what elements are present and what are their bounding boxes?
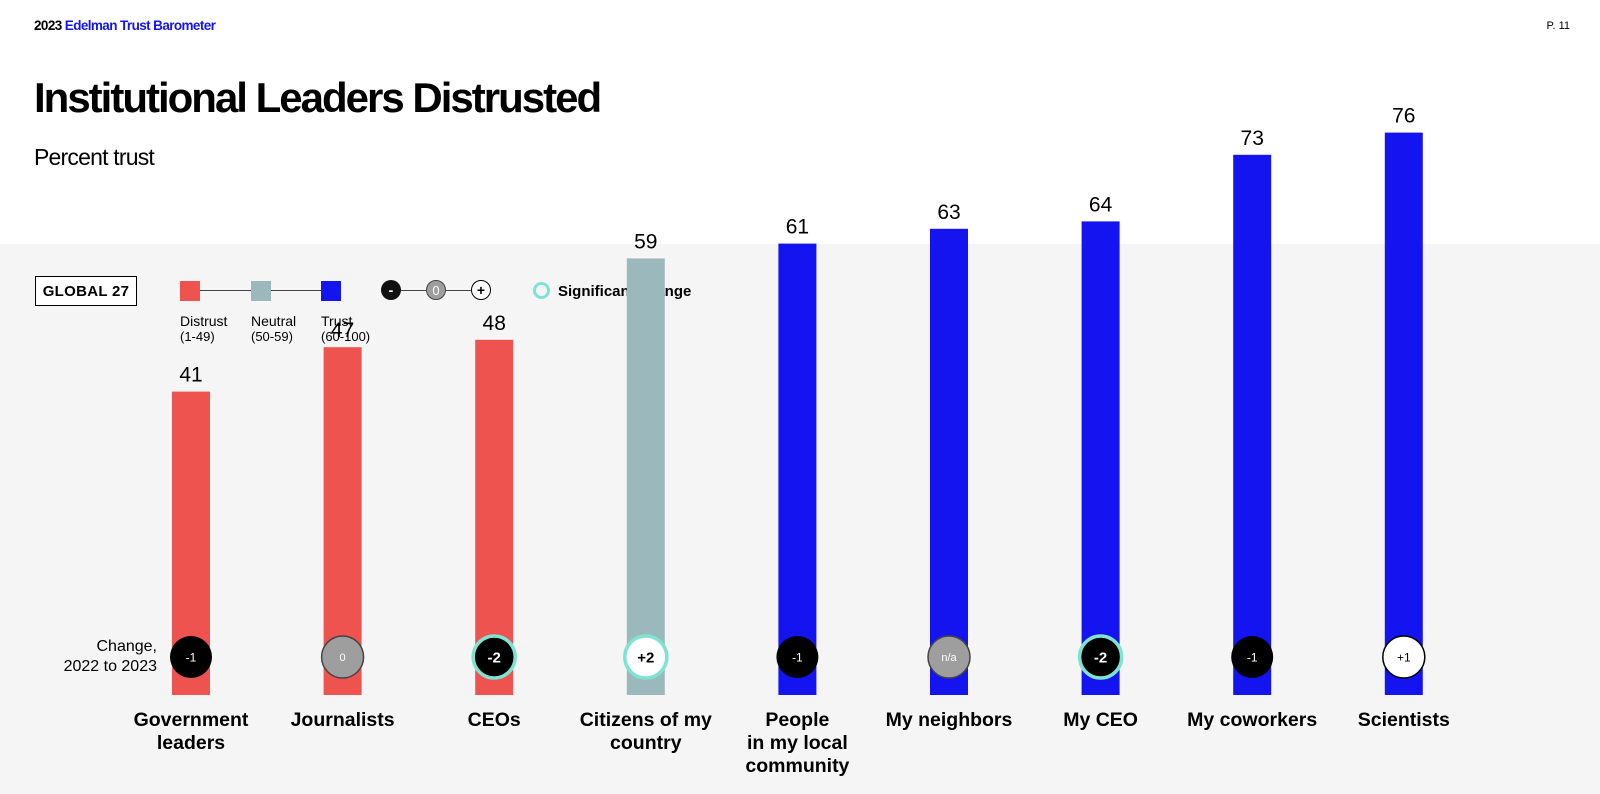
category-label: People in my local community — [745, 709, 849, 777]
change-badge-label: 0 — [340, 652, 346, 664]
brand-logo-text: 2023 Edelman Trust Barometer — [34, 18, 216, 33]
category-label: Scientists — [1358, 709, 1450, 731]
bar-value-label: 64 — [1089, 193, 1113, 216]
change-badge-label: -2 — [488, 649, 501, 666]
page-subtitle: Percent trust — [34, 144, 155, 170]
category-label: Citizens of my country — [580, 709, 712, 754]
category-label-line: People — [765, 709, 829, 731]
category-label: Government leaders — [134, 709, 249, 754]
change-badge-label: +2 — [637, 649, 654, 666]
change-row-label-line2: 2022 to 2023 — [63, 658, 157, 675]
category-label-line: Scientists — [1358, 709, 1450, 731]
bar-value-label: 48 — [483, 312, 506, 335]
bar — [626, 258, 665, 695]
legend-neutral-label: Neutral — [251, 313, 297, 329]
change-badge — [623, 634, 669, 680]
distrust-swatch — [180, 281, 200, 301]
category-label: My coworkers — [1187, 709, 1317, 731]
brand-year: 2023 — [34, 18, 62, 33]
category-label: My neighbors — [886, 709, 1013, 731]
change-badge-label: -1 — [1247, 650, 1258, 664]
legend-distrust-label: Distrust — [180, 313, 228, 329]
trust-swatch — [321, 281, 341, 301]
change-plus-icon: + — [471, 280, 491, 300]
category-label-line: country — [610, 732, 682, 754]
category-label-line: My coworkers — [1187, 709, 1317, 731]
change-badge — [776, 636, 819, 678]
legend-trust-label: Trust — [321, 313, 353, 329]
legend-neutral: Neutral (50-59) — [251, 313, 296, 345]
category-label-line: in my local — [747, 732, 848, 754]
page-number: P. 11 — [1546, 20, 1570, 32]
change-zero-icon: 0 — [426, 280, 446, 300]
brand-name: Edelman Trust Barometer — [64, 18, 216, 33]
significant-change-icon — [533, 282, 550, 299]
change-badge-label: -2 — [1094, 649, 1107, 666]
bar-value-label: 73 — [1241, 127, 1264, 150]
category-label: My CEO — [1063, 709, 1138, 731]
change-badge — [471, 634, 517, 680]
change-badge-label: -1 — [792, 650, 803, 664]
legend-trust-range: (60-100) — [321, 329, 371, 344]
category-label-line: Citizens of my — [580, 709, 712, 731]
bar-value-label: 61 — [786, 216, 809, 239]
change-badge — [927, 635, 971, 679]
bar-value-label: 47 — [331, 319, 354, 342]
change-row-label: Change, 2022 to 2023 — [40, 637, 157, 677]
change-row-label-line1: Change, — [96, 638, 158, 655]
bar — [1233, 154, 1272, 696]
change-badge — [320, 635, 365, 679]
category-label-line: My neighbors — [886, 709, 1013, 731]
neutral-swatch — [251, 281, 271, 301]
change-badge — [1231, 636, 1274, 678]
change-badge — [1077, 634, 1124, 680]
page-title: Institutional Leaders Distrusted — [34, 74, 602, 121]
legend-neutral-range: (50-59) — [251, 329, 293, 344]
change-minus-icon: - — [381, 280, 401, 300]
category-label-line: My CEO — [1063, 709, 1138, 731]
change-badge — [1382, 635, 1426, 679]
bar-value-label: 63 — [937, 201, 960, 224]
bar-value-label: 76 — [1392, 105, 1415, 128]
change-badge — [170, 636, 212, 678]
category-label-line: Journalists — [291, 709, 395, 731]
bar-value-label: 41 — [179, 364, 202, 387]
category-label: Journalists — [291, 709, 395, 731]
bar — [1384, 132, 1423, 696]
bar-value-label: 59 — [634, 230, 657, 253]
category-label-line: community — [745, 755, 849, 777]
legend-distrust-range: (1-49) — [180, 329, 215, 344]
category-label-line: CEOs — [468, 709, 521, 731]
category-label: CEOs — [468, 709, 521, 731]
change-badge-label: n/a — [941, 652, 957, 664]
bar — [930, 228, 968, 696]
legend-distrust: Distrust (1-49) — [180, 313, 227, 345]
category-label-line: leaders — [157, 732, 225, 754]
global-badge: GLOBAL 27 — [35, 276, 137, 306]
bar — [1081, 221, 1120, 695]
legend-trust: Trust (60-100) — [321, 313, 370, 345]
category-label-line: Government — [134, 709, 249, 731]
change-badge-label: +1 — [1397, 650, 1411, 664]
change-badge-label: -1 — [186, 650, 197, 664]
bar — [778, 243, 817, 695]
